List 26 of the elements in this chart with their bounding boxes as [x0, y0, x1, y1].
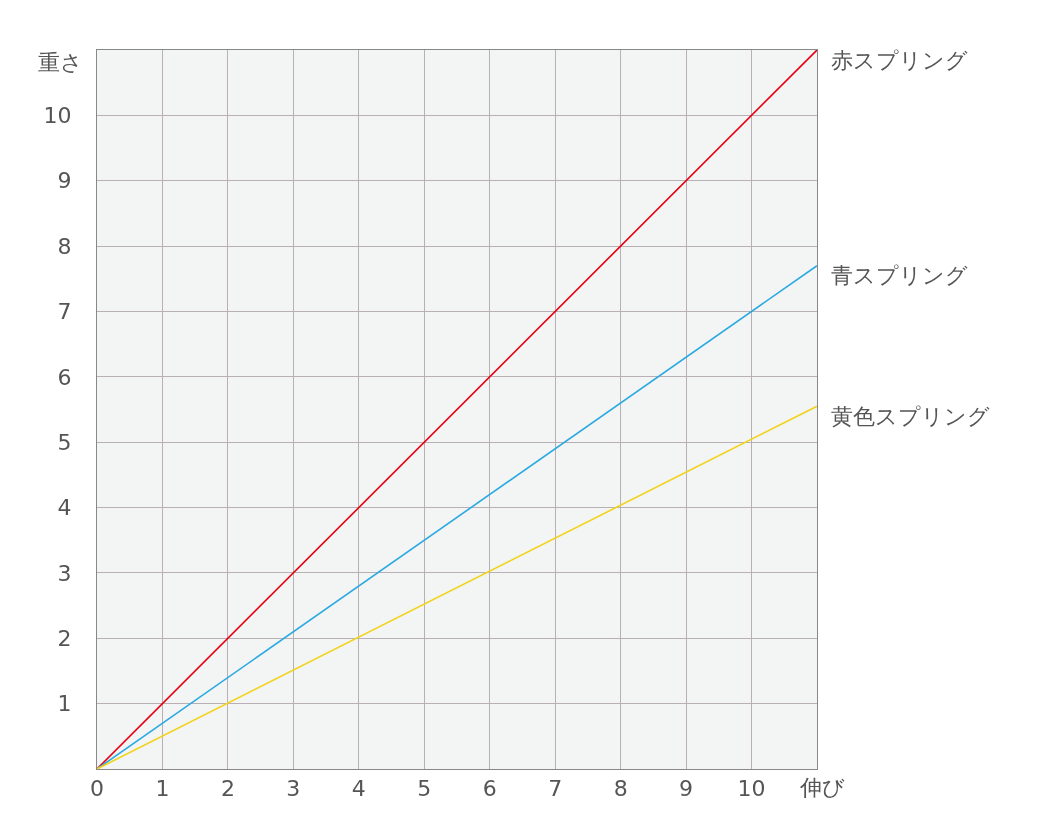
- x-tick-label: 8: [613, 776, 628, 802]
- series-label: 青スプリング: [831, 263, 968, 288]
- x-tick-label: 9: [679, 776, 694, 802]
- y-tick-label: 7: [57, 299, 72, 325]
- series-label: 黄色スプリング: [831, 404, 990, 429]
- x-tick-label: 2: [220, 776, 235, 802]
- x-tick-label: 5: [417, 776, 432, 802]
- y-tick-label: 1: [57, 691, 72, 717]
- x-tick-label: 4: [351, 776, 366, 802]
- series-label: 赤スプリング: [831, 48, 968, 73]
- y-tick-label: 4: [57, 495, 72, 521]
- y-tick-label: 6: [57, 364, 72, 390]
- x-tick-label: 10: [737, 776, 766, 802]
- x-tick-label: 3: [286, 776, 301, 802]
- y-axis-title: 重さ: [38, 50, 83, 75]
- x-tick-label: 7: [548, 776, 563, 802]
- x-tick-label: 0: [90, 776, 104, 802]
- y-tick-label: 9: [57, 168, 72, 194]
- x-axis-title: 伸び: [799, 775, 845, 800]
- y-tick-label: 5: [57, 429, 72, 455]
- y-tick-label: 8: [57, 233, 72, 259]
- y-tick-label: 2: [57, 625, 72, 651]
- x-tick-label: 6: [482, 776, 497, 802]
- y-tick-label: 3: [57, 560, 72, 586]
- x-tick-label: 1: [155, 776, 170, 802]
- y-tick-label: 10: [43, 103, 72, 129]
